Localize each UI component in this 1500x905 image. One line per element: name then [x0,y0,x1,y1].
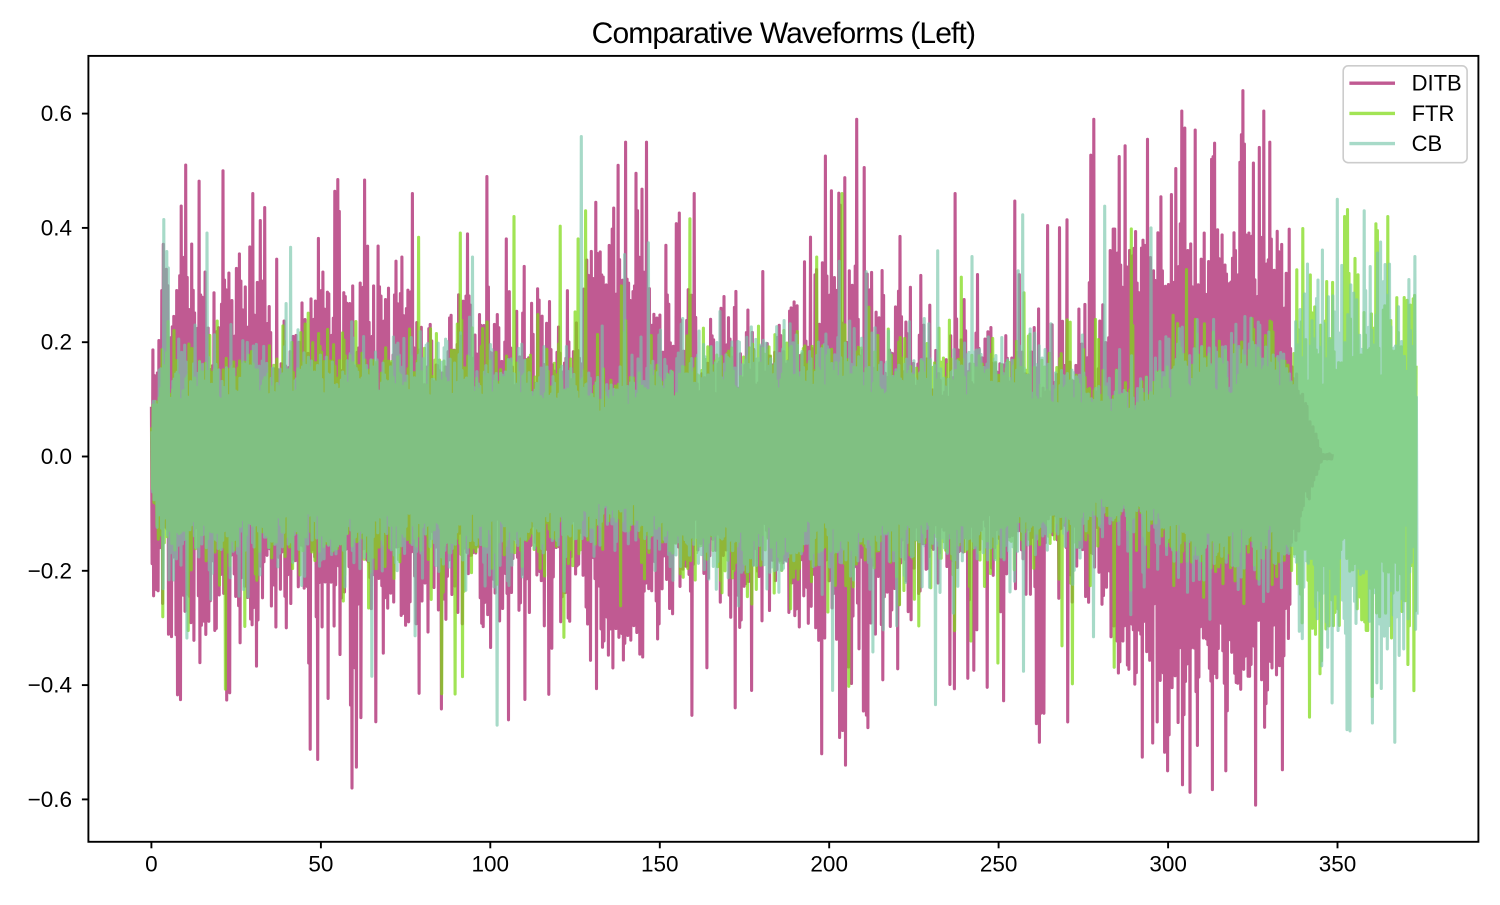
svg-text:0.4: 0.4 [41,215,72,240]
svg-text:−0.2: −0.2 [28,558,72,583]
svg-text:250: 250 [980,851,1018,876]
svg-text:150: 150 [641,851,679,876]
svg-text:0.2: 0.2 [41,330,72,355]
svg-text:CB: CB [1412,131,1443,156]
svg-text:100: 100 [472,851,510,876]
svg-text:300: 300 [1149,851,1187,876]
svg-text:50: 50 [308,851,333,876]
svg-text:DITB: DITB [1412,71,1462,96]
svg-text:200: 200 [810,851,848,876]
svg-text:350: 350 [1319,851,1357,876]
svg-text:FTR: FTR [1412,101,1455,126]
svg-text:Comparative Waveforms (Left): Comparative Waveforms (Left) [592,17,976,50]
svg-text:−0.6: −0.6 [28,787,72,812]
svg-text:−0.4: −0.4 [28,673,72,698]
svg-text:0.0: 0.0 [41,444,72,469]
svg-text:0.6: 0.6 [41,101,72,126]
svg-text:0: 0 [145,851,158,876]
